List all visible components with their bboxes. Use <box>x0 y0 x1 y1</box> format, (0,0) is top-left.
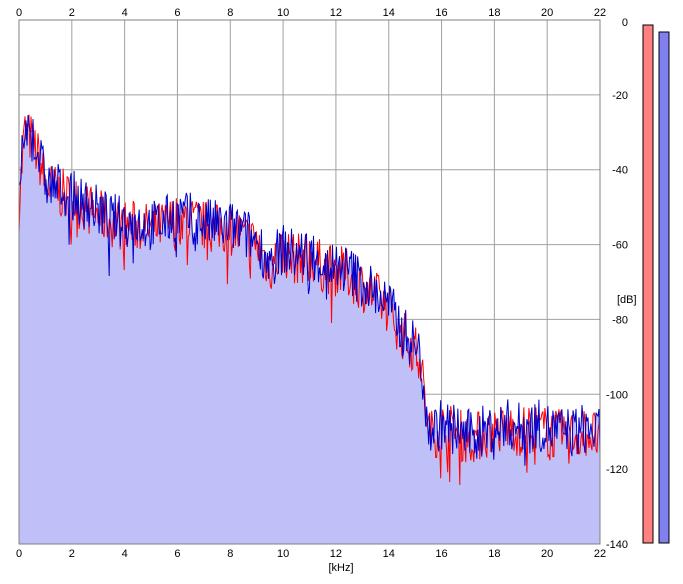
y-tick-label: -40 <box>612 165 628 177</box>
x-tick-label-bottom: 6 <box>174 548 180 560</box>
x-tick-label-bottom: 14 <box>383 548 395 560</box>
x-tick-label-bottom: 18 <box>488 548 500 560</box>
x-tick-label-top: 22 <box>594 7 606 19</box>
x-tick-label-bottom: 8 <box>227 548 233 560</box>
y-tick-label: -140 <box>606 539 628 551</box>
x-tick-label-top: 14 <box>383 7 395 19</box>
x-tick-labels-bottom: 0 2 4 6 8 10 12 14 16 18 20 22 <box>16 548 606 560</box>
x-tick-label-bottom: 12 <box>330 548 342 560</box>
x-tick-labels-top: 0 2 4 6 8 10 12 14 16 18 20 22 <box>16 7 606 19</box>
y-tick-label: -100 <box>606 389 628 401</box>
y-tick-label: -120 <box>606 464 628 476</box>
x-tick-label-bottom: 10 <box>277 548 289 560</box>
level-meters <box>642 24 670 544</box>
x-axis-label: [kHz] <box>328 562 353 574</box>
plot-border <box>18 19 601 545</box>
x-tick-label-top: 4 <box>122 7 128 19</box>
x-tick-label-top: 6 <box>174 7 180 19</box>
y-tick-label: -60 <box>612 240 628 252</box>
y-tick-labels: 0 -20 -40 -60 -80 -100 -120 -140 <box>606 17 628 551</box>
y-tick-label: -20 <box>612 90 628 102</box>
x-tick-label-bottom: 16 <box>435 548 447 560</box>
series-line-right-channel <box>18 115 601 466</box>
x-tick-label-top: 2 <box>69 7 75 19</box>
level-meter-left <box>642 24 654 544</box>
x-tick-label-bottom: 4 <box>122 548 128 560</box>
x-tick-label-top: 12 <box>330 7 342 19</box>
x-tick-label-top: 20 <box>541 7 553 19</box>
x-tick-label-bottom: 0 <box>16 548 22 560</box>
x-tick-label-top: 10 <box>277 7 289 19</box>
y-axis-label: [dB] <box>617 294 637 306</box>
level-meter-right <box>658 31 670 544</box>
y-tick-label: 0 <box>622 17 628 29</box>
y-tick-label: -80 <box>612 314 628 326</box>
x-tick-label-top: 16 <box>435 7 447 19</box>
x-tick-label-bottom: 20 <box>541 548 553 560</box>
x-tick-label-top: 0 <box>16 7 22 19</box>
x-tick-label-top: 18 <box>488 7 500 19</box>
x-tick-label-top: 8 <box>227 7 233 19</box>
x-tick-label-bottom: 22 <box>594 548 606 560</box>
x-tick-label-bottom: 2 <box>69 548 75 560</box>
